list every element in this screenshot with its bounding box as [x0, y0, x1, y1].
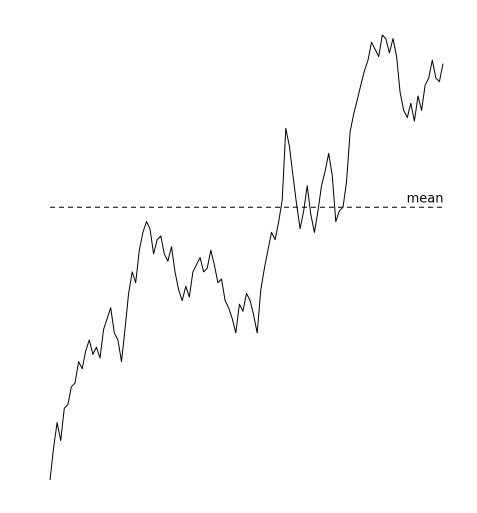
mean-label: mean	[407, 191, 444, 206]
series-group	[49, 34, 444, 481]
series-line	[49, 34, 444, 481]
